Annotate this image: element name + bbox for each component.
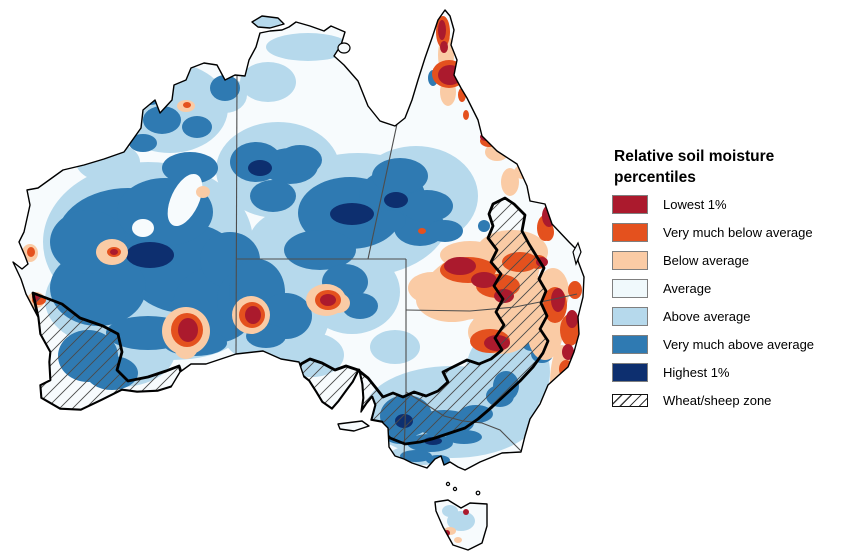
legend-item: Highest 1% — [612, 363, 847, 382]
bass-strait-islet — [445, 481, 451, 487]
color-swatch — [612, 251, 648, 270]
average-holes — [132, 173, 203, 237]
fraser-island — [572, 241, 582, 266]
legend-item-label: Above average — [663, 309, 751, 324]
legend-item: Lowest 1% — [612, 195, 847, 214]
color-swatch — [612, 279, 648, 298]
legend-item-label: Highest 1% — [663, 365, 730, 380]
legend-item-label: Very much above average — [663, 337, 815, 352]
legend-item-label: Below average — [663, 253, 749, 268]
color-swatch — [612, 363, 648, 382]
legend: Relative soil moisture percentiles Lowes… — [612, 146, 847, 419]
legend-item: Wheat/sheep zone — [612, 391, 847, 410]
legend-item-label: Average — [663, 281, 712, 296]
legend-item: Very much below average — [612, 223, 847, 242]
soil-moisture-raster — [22, 12, 582, 543]
legend-item-label: Lowest 1% — [663, 197, 727, 212]
legend-item: Above average — [612, 307, 847, 326]
color-swatch — [612, 335, 648, 354]
color-swatch — [612, 223, 648, 242]
groote-island — [337, 42, 351, 54]
hatch-swatch — [612, 394, 648, 407]
coastline — [12, 9, 585, 551]
legend-item: Below average — [612, 251, 847, 270]
bass-strait-islet — [452, 486, 458, 492]
bass-strait-islet — [475, 490, 481, 496]
legend-item-label: Very much below average — [663, 225, 813, 240]
color-swatch — [612, 307, 648, 326]
legend-item: Average — [612, 279, 847, 298]
legend-title: Relative soil moisture percentiles — [614, 148, 775, 186]
color-swatch — [612, 195, 648, 214]
legend-item: Very much above average — [612, 335, 847, 354]
legend-items: Lowest 1% Very much below average Below av… — [612, 195, 847, 410]
legend-item-label: Wheat/sheep zone — [663, 393, 772, 408]
